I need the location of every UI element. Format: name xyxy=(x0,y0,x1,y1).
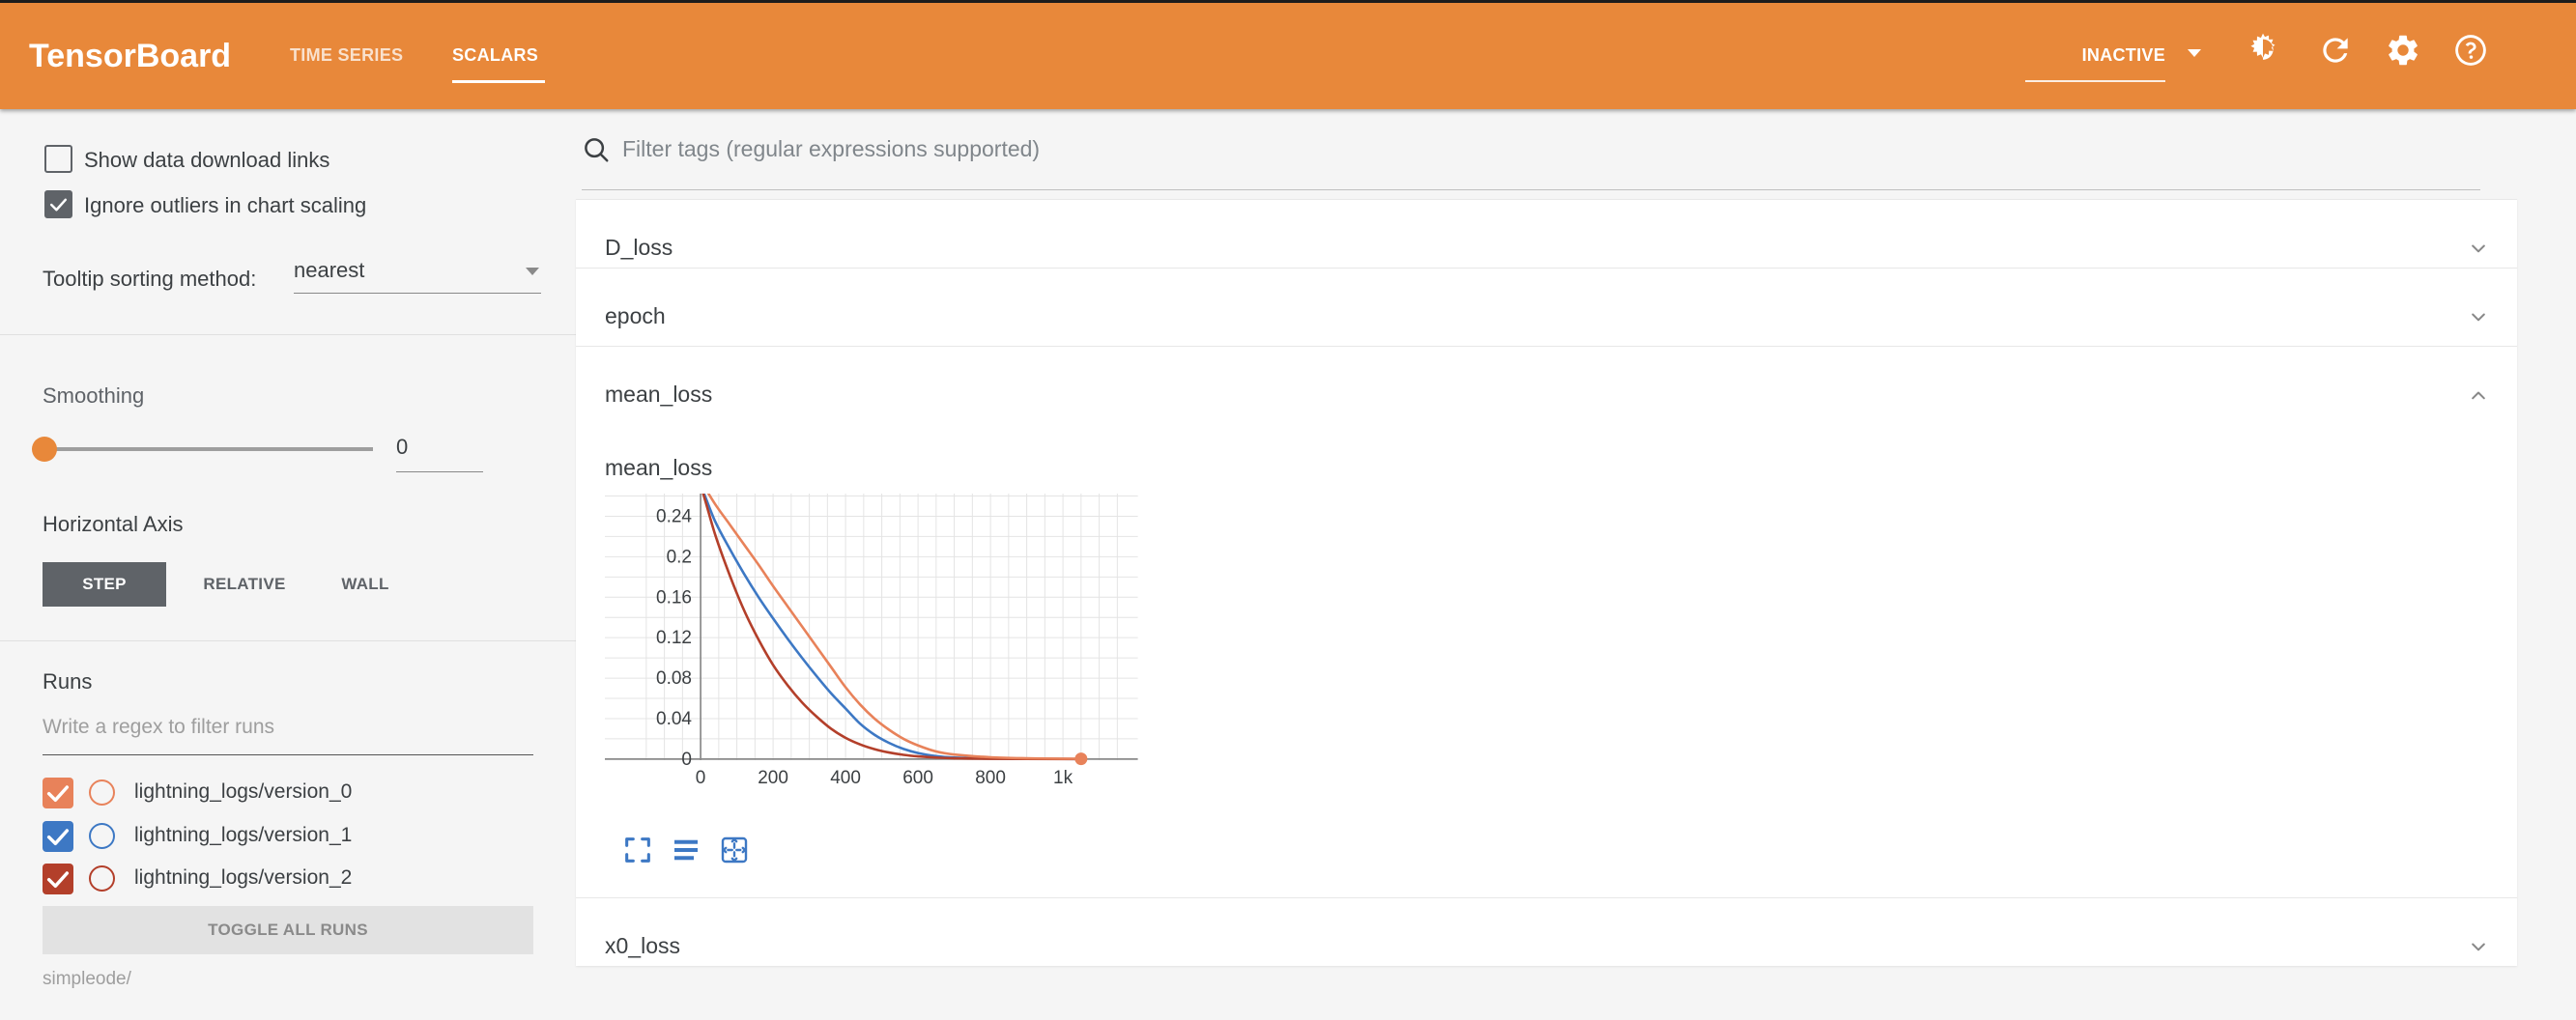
svg-text:0.16: 0.16 xyxy=(656,587,692,608)
svg-text:0: 0 xyxy=(681,750,692,770)
svg-text:0: 0 xyxy=(696,768,706,788)
svg-text:400: 400 xyxy=(830,768,861,788)
svg-text:200: 200 xyxy=(758,768,788,788)
svg-text:0.08: 0.08 xyxy=(656,668,692,689)
svg-text:0.12: 0.12 xyxy=(656,628,692,648)
svg-text:1k: 1k xyxy=(1053,768,1073,788)
svg-text:0.24: 0.24 xyxy=(656,507,692,527)
svg-text:600: 600 xyxy=(902,768,933,788)
svg-text:800: 800 xyxy=(975,768,1006,788)
svg-text:0.2: 0.2 xyxy=(667,547,692,567)
svg-text:0.04: 0.04 xyxy=(656,709,692,729)
